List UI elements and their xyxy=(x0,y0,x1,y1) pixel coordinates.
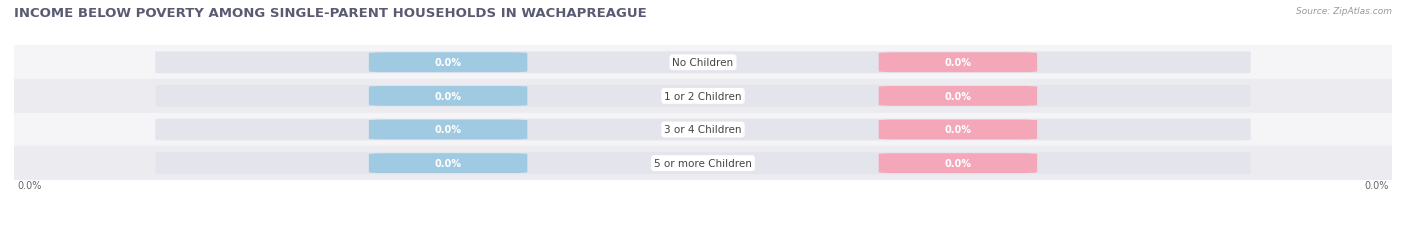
FancyBboxPatch shape xyxy=(368,120,527,140)
Text: 0.0%: 0.0% xyxy=(434,125,461,135)
FancyBboxPatch shape xyxy=(879,53,1038,73)
Text: 0.0%: 0.0% xyxy=(17,180,42,190)
Text: 0.0%: 0.0% xyxy=(945,91,972,101)
FancyBboxPatch shape xyxy=(155,52,1251,74)
Text: 3 or 4 Children: 3 or 4 Children xyxy=(664,125,742,135)
FancyBboxPatch shape xyxy=(879,87,1038,106)
FancyBboxPatch shape xyxy=(368,53,527,73)
Bar xyxy=(14,46,1392,80)
FancyBboxPatch shape xyxy=(879,120,1038,140)
FancyBboxPatch shape xyxy=(368,87,527,106)
Text: 5 or more Children: 5 or more Children xyxy=(654,158,752,168)
FancyBboxPatch shape xyxy=(368,154,527,173)
Text: 0.0%: 0.0% xyxy=(434,91,461,101)
Bar xyxy=(14,80,1392,113)
Text: 0.0%: 0.0% xyxy=(434,58,461,68)
Text: INCOME BELOW POVERTY AMONG SINGLE-PARENT HOUSEHOLDS IN WACHAPREAGUE: INCOME BELOW POVERTY AMONG SINGLE-PARENT… xyxy=(14,7,647,20)
Text: 1 or 2 Children: 1 or 2 Children xyxy=(664,91,742,101)
Bar xyxy=(14,113,1392,147)
Text: 0.0%: 0.0% xyxy=(945,125,972,135)
Text: 0.0%: 0.0% xyxy=(945,58,972,68)
FancyBboxPatch shape xyxy=(155,119,1251,141)
FancyBboxPatch shape xyxy=(155,85,1251,107)
Text: 0.0%: 0.0% xyxy=(434,158,461,168)
Text: No Children: No Children xyxy=(672,58,734,68)
Legend: Single Father, Single Mother: Single Father, Single Mother xyxy=(600,229,806,231)
FancyBboxPatch shape xyxy=(155,152,1251,174)
Text: 0.0%: 0.0% xyxy=(945,158,972,168)
Text: Source: ZipAtlas.com: Source: ZipAtlas.com xyxy=(1296,7,1392,16)
Text: 0.0%: 0.0% xyxy=(1364,180,1389,190)
Bar xyxy=(14,147,1392,180)
FancyBboxPatch shape xyxy=(879,154,1038,173)
